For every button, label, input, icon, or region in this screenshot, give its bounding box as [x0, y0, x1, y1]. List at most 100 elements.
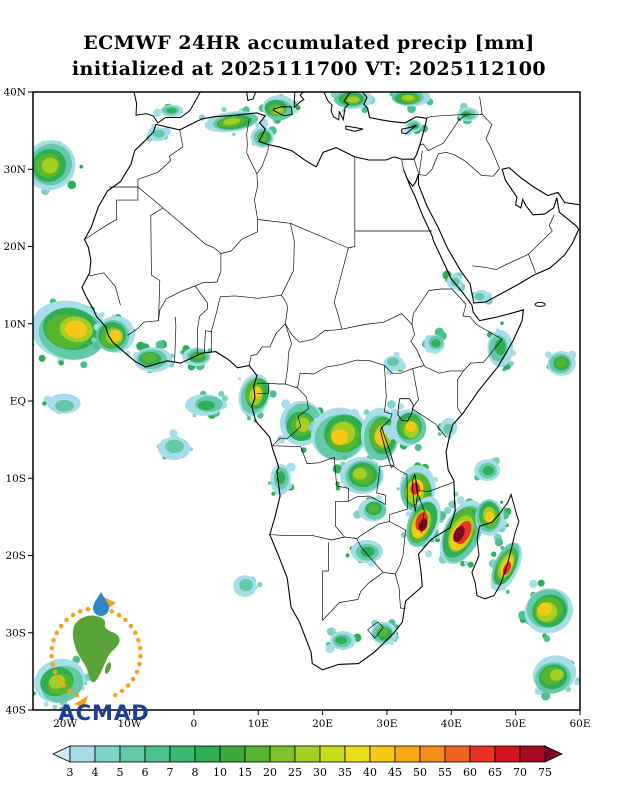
precip-region-equatorial-atlantic-specks [185, 390, 229, 419]
logo-water-drop [93, 592, 109, 616]
legend-tick-label: 25 [288, 766, 302, 779]
legend-segment [444, 745, 471, 763]
island-coastline [345, 125, 364, 132]
logo-arrowhead-bottom [74, 696, 88, 708]
precip-region-katanga-drc-south [335, 455, 384, 494]
legend-segment [294, 745, 321, 763]
legend-tick-label: 15 [238, 766, 252, 779]
legend-tick-label: 3 [67, 766, 74, 779]
legend-segment [219, 745, 246, 763]
country-border [411, 408, 447, 438]
country-border [322, 542, 329, 621]
precip-region-spain-south-specks [153, 103, 184, 118]
precip-region-horn-somalia-specks [487, 321, 517, 372]
precip-region-mozambique-malawi-band [400, 496, 447, 558]
legend-right-arrow [544, 745, 563, 763]
coastline [293, 92, 305, 109]
country-border [322, 572, 384, 621]
legend-tick-label: 4 [92, 766, 99, 779]
coastline [133, 92, 201, 124]
country-border [348, 156, 356, 249]
precip-region-indian-ocean-se-madagascar [518, 579, 574, 642]
country-border [210, 310, 218, 352]
legend-segment [194, 745, 221, 763]
legend-tick-label: 5 [117, 766, 124, 779]
precip-region-atlantic-equator-specks [42, 393, 81, 415]
country-border [341, 313, 413, 330]
country-border [195, 253, 222, 287]
country-border [416, 481, 455, 492]
island-coastline [471, 492, 520, 600]
country-border [272, 397, 309, 447]
precip-region-turkey-iraq-border-specks [457, 102, 479, 125]
country-border [410, 290, 430, 366]
precip-shading [33, 92, 580, 710]
precip-region-angola-coast-specks [268, 462, 296, 496]
legend-segment [169, 745, 196, 763]
country-border [256, 382, 307, 398]
map-lines [81, 92, 580, 671]
color-legend: 3 4 5 6 7 8 10 15 20 25 30 35 40 45 50 55 60 65 70 75 [52, 745, 563, 779]
precip-region-tunisia-gulf-gabes [250, 126, 277, 148]
map-title: ECMWF 24HR accumulated precip [mm] [83, 32, 535, 54]
logo-left-arc [49, 606, 91, 701]
lon-tick-label: 10W [117, 718, 141, 730]
legend-left-arrow [52, 745, 71, 763]
precip-region-liberia-ivory-coast [133, 340, 175, 374]
lon-tick-label: 20W [53, 718, 77, 730]
country-border [272, 445, 349, 502]
country-border [384, 365, 387, 412]
country-border [462, 304, 503, 372]
country-border [428, 288, 467, 305]
precip-region-kenya-coast-specks [437, 417, 458, 439]
precip-region-sudd-specks [383, 351, 407, 376]
lon-tick-label: 50E [505, 718, 526, 730]
country-border [150, 207, 164, 321]
country-border [196, 315, 201, 357]
legend-segment [419, 745, 446, 763]
country-border [256, 144, 269, 175]
legend-tick-label: 7 [167, 766, 174, 779]
country-border [426, 114, 467, 119]
country-border [300, 359, 385, 375]
country-border [284, 323, 293, 385]
country-border [348, 464, 393, 506]
lon-tick-label: 30E [376, 718, 397, 730]
precip-region-south-atlantic-corner [33, 655, 92, 710]
country-border [220, 219, 258, 254]
country-border [344, 536, 357, 539]
legend-tick-label: 50 [413, 766, 427, 779]
country-border [246, 118, 258, 175]
country-border [401, 159, 405, 171]
africa-arabia-coastline [81, 92, 580, 671]
legend-tick-label: 8 [192, 766, 199, 779]
precip-region-zambia-scattered [353, 495, 387, 522]
country-border [281, 295, 342, 343]
country-border [528, 214, 555, 255]
map-frame [32, 91, 581, 711]
title-block: ECMWF 24HR accumulated precip [mm] initi… [0, 30, 618, 82]
country-border [413, 159, 419, 174]
country-border [194, 285, 208, 317]
precip-region-guinea-coast [91, 312, 136, 356]
country-border [203, 330, 212, 354]
legend-segment [344, 745, 371, 763]
country-border [356, 521, 390, 539]
socotra-island [534, 301, 546, 307]
country-border [137, 186, 164, 209]
country-border [384, 365, 425, 374]
legend-segment [469, 745, 496, 763]
legend-tick-label: 65 [488, 766, 502, 779]
lon-tick-label: 60E [569, 718, 590, 730]
country-border [479, 96, 500, 169]
lat-tick-label: 40S [5, 705, 26, 717]
country-border [389, 464, 408, 522]
legend-tick-label: 75 [538, 766, 552, 779]
precip-region-mozambique-channel [436, 491, 485, 568]
coastline [246, 92, 257, 102]
legend-segment [494, 745, 521, 763]
country-border [333, 247, 349, 330]
lake-outline [412, 473, 419, 512]
legend-segment [244, 745, 271, 763]
